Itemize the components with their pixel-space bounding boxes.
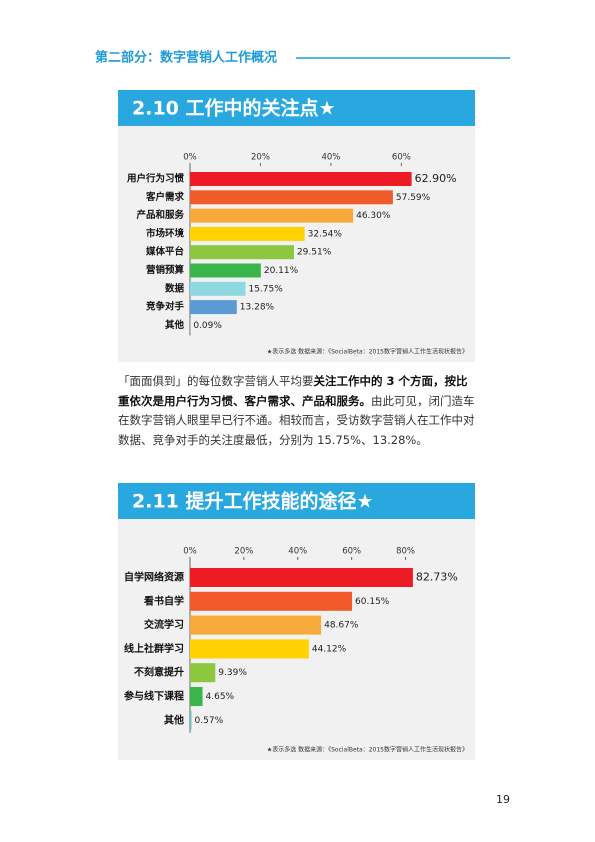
- bar: [190, 663, 216, 683]
- chart-title: 2.10 工作中的关注点★: [132, 97, 336, 120]
- value-label: 4.65%: [206, 692, 235, 702]
- chart-title: 2.11 提升工作技能的途径★: [132, 490, 374, 513]
- bar: [190, 190, 393, 205]
- value-label: 57.59%: [396, 193, 431, 203]
- chart-panel: [118, 90, 475, 362]
- value-label: 60.15%: [355, 597, 390, 607]
- paragraph: 「面面俱到」的每位数字营销人平均要关注工作中的 3 个方面，按比重依次是用户行为…: [118, 372, 476, 450]
- bar: [190, 300, 237, 315]
- bar: [190, 263, 261, 278]
- value-label: 62.90%: [415, 172, 457, 185]
- paragraph-segment: 由此可见，闭门造车在数字营销人眼里早已行不通。相较而言，受访数字营销人在工作中对…: [118, 393, 475, 447]
- category-label: 参与线下课程: [124, 690, 184, 703]
- chart-note: ★表示多选 数据来源：《SocialBeta：2015数字营销人工作生活现状报告…: [267, 746, 468, 754]
- bar: [190, 172, 412, 186]
- value-label: 46.30%: [356, 211, 391, 221]
- value-label: 29.51%: [297, 248, 332, 258]
- value-label: 20.11%: [264, 266, 299, 276]
- bar: [190, 687, 203, 706]
- category-label: 用户行为习惯: [126, 173, 185, 185]
- x-tick-label: 40%: [288, 547, 307, 557]
- category-label: 产品和服务: [136, 209, 184, 221]
- chart-banner: [118, 483, 475, 519]
- bar: [190, 710, 192, 730]
- value-label: 0.09%: [193, 321, 222, 331]
- value-label: 13.28%: [240, 303, 275, 313]
- bar: [190, 568, 413, 587]
- chart-note: ★表示多选 数据来源：《SocialBeta：2015数字营销人工作生活现状报告…: [267, 348, 468, 356]
- category-label: 市场环境: [146, 227, 185, 239]
- category-label: 数据: [164, 282, 185, 294]
- bar: [190, 639, 309, 659]
- bar: [190, 591, 353, 611]
- x-tick-label: 20%: [251, 153, 270, 163]
- bar: [190, 281, 246, 296]
- category-label: 其他: [165, 319, 185, 331]
- category-label: 交流学习: [144, 618, 184, 631]
- section-header: 第二部分：数字营销人工作概况: [95, 50, 277, 66]
- bar: [190, 615, 322, 635]
- value-label: 48.67%: [324, 621, 359, 631]
- value-label: 15.75%: [248, 284, 283, 294]
- category-label: 媒体平台: [145, 246, 185, 258]
- category-label: 营销预算: [146, 264, 185, 276]
- value-label: 44.12%: [312, 644, 347, 654]
- category-label: 自学网络资源: [124, 571, 184, 584]
- x-tick-label: 40%: [321, 153, 340, 163]
- page-number: 19: [496, 793, 510, 806]
- x-tick-label: 0%: [183, 547, 197, 557]
- category-label: 客户需求: [145, 191, 185, 203]
- paragraph-segment: 关注工作中的 3 个方面，按比重依次是用户行为习惯、客户需求、产品和服务。: [118, 374, 468, 408]
- category-label: 不刻意提升: [134, 666, 184, 679]
- chart-banner: [118, 90, 475, 126]
- x-tick-label: 80%: [396, 547, 415, 557]
- x-tick-label: 20%: [234, 547, 253, 557]
- category-label: 其他: [164, 713, 184, 726]
- value-label: 9.39%: [218, 668, 247, 678]
- value-label: 0.57%: [195, 716, 224, 726]
- category-label: 线上社群学习: [124, 642, 184, 655]
- value-label: 82.73%: [416, 571, 458, 584]
- x-tick-label: 0%: [183, 153, 197, 163]
- bar: [190, 226, 305, 241]
- category-label: 竞争对手: [145, 301, 185, 313]
- paragraph-segment: 「面面俱到」的每位数字营销人平均要: [118, 374, 314, 388]
- bar: [190, 245, 294, 260]
- bar: [190, 208, 354, 223]
- x-tick-label: 60%: [392, 153, 411, 163]
- value-label: 32.54%: [308, 229, 343, 239]
- category-label: 看书自学: [144, 594, 184, 607]
- x-tick-label: 60%: [342, 547, 361, 557]
